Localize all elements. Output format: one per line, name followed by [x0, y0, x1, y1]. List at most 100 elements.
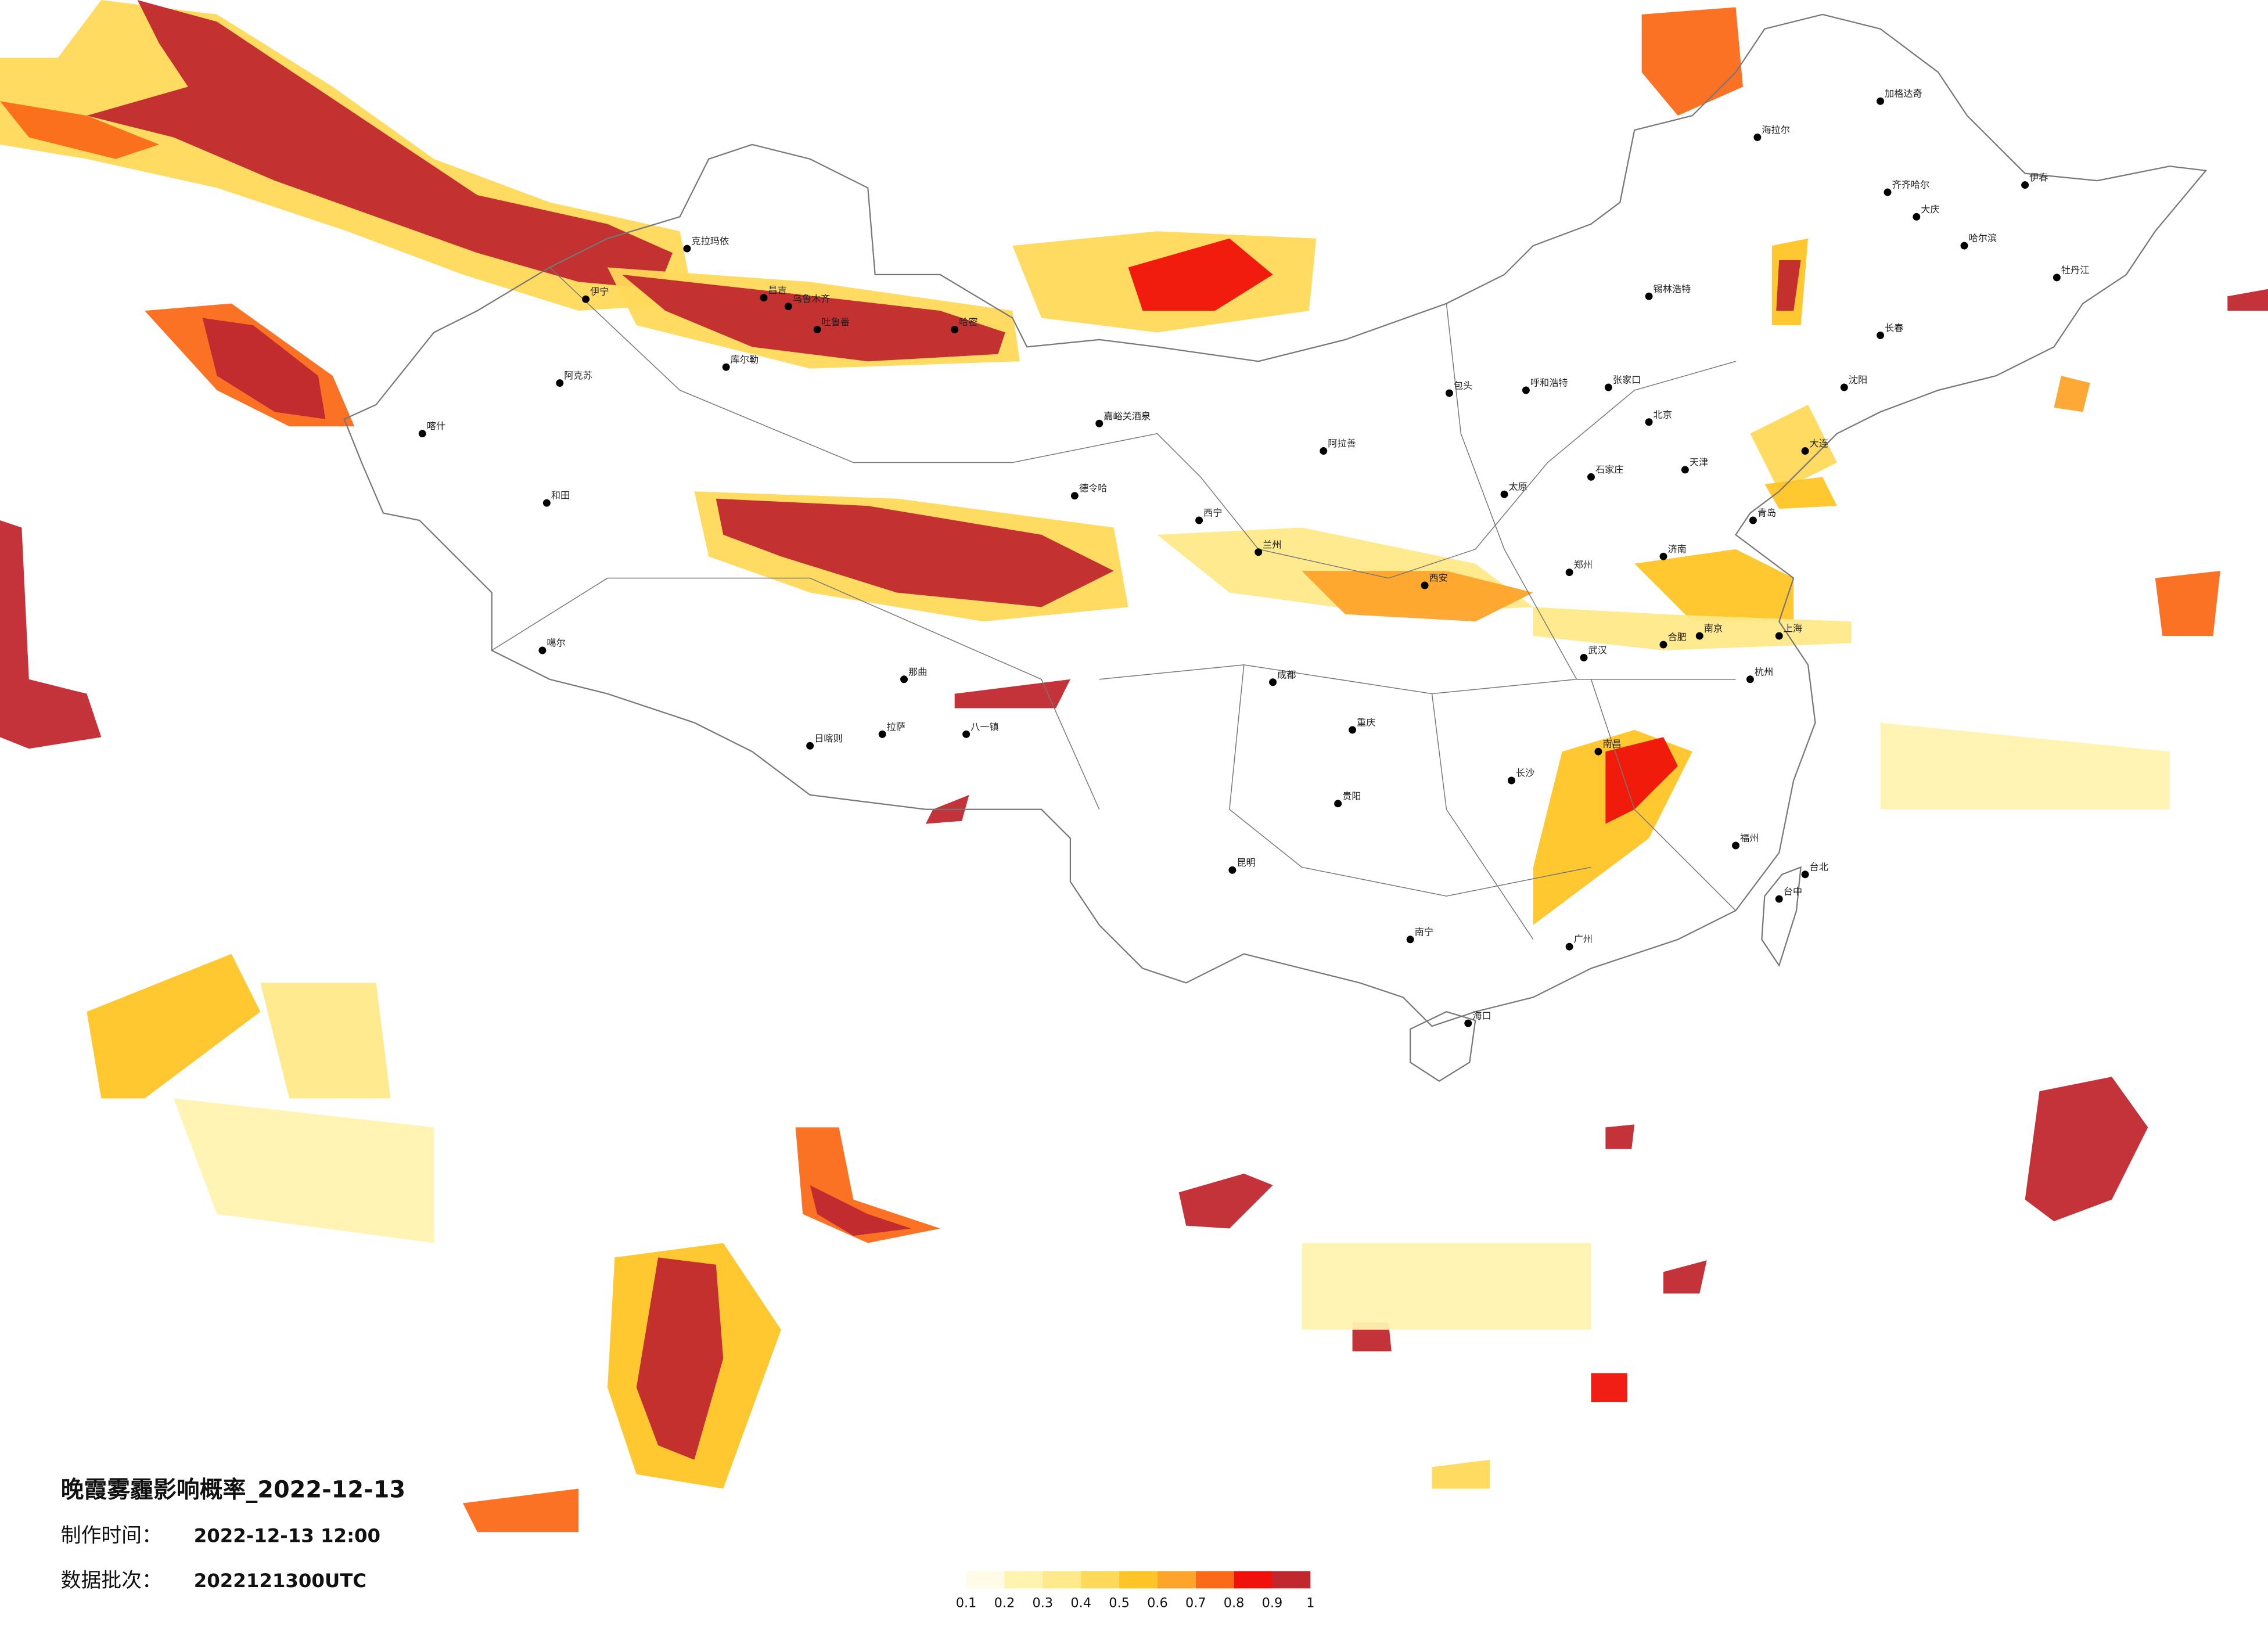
probability-patch [1432, 1459, 1490, 1489]
city-label: 拉萨 [887, 721, 905, 732]
city-dot [1877, 97, 1885, 105]
probability-patch [2025, 1077, 2148, 1222]
city-label: 西宁 [1203, 508, 1222, 519]
city-label: 广州 [1574, 934, 1593, 945]
city-label: 库尔勒 [731, 354, 759, 365]
city-dot [1255, 548, 1263, 556]
city-label: 西安 [1429, 573, 1448, 584]
city-dot [1464, 1019, 1472, 1027]
city-dot [1659, 552, 1667, 560]
city-dot [1775, 632, 1783, 640]
city-dot [1732, 841, 1739, 850]
city-label: 长春 [1885, 322, 1903, 333]
city-label: 和田 [551, 490, 570, 501]
city-label: 南宁 [1415, 926, 1433, 937]
probability-patch [1605, 1124, 1635, 1149]
probability-patch [1533, 607, 1852, 650]
probability-patch [260, 983, 391, 1099]
city-dot [784, 303, 792, 311]
city-label: 沈阳 [1849, 375, 1867, 386]
city-dot [1753, 133, 1762, 141]
city-label: 武汉 [1588, 645, 1606, 656]
probability-patch [1128, 238, 1273, 311]
city-dot [542, 499, 551, 507]
city-dot [900, 675, 908, 684]
legend-swatch [966, 1571, 1005, 1589]
legend-swatch [1157, 1571, 1196, 1589]
mainland-border [343, 13, 2208, 1027]
city-dot [878, 730, 886, 738]
probability-patch [1750, 404, 1837, 492]
production-time-label: 制作时间： [61, 1524, 162, 1548]
city-label: 包头 [1454, 380, 1472, 391]
probability-patch [0, 520, 102, 749]
city-dot [1070, 492, 1079, 500]
city-label: 吐鲁番 [822, 316, 850, 328]
taiwan [1761, 866, 1802, 967]
city-dot [1659, 641, 1667, 649]
city-dot [1522, 386, 1530, 394]
probability-patch [173, 1098, 434, 1243]
city-label: 青岛 [1757, 508, 1776, 519]
city-label: 兰州 [1263, 539, 1281, 550]
city-label: 哈密 [959, 316, 977, 328]
city-dot [683, 244, 691, 253]
country-outline [343, 13, 2208, 1082]
city-dot [1801, 870, 1809, 879]
legend-tick-label: 0.5 [1109, 1596, 1130, 1611]
city-dot [1095, 419, 1104, 427]
city-label: 伊宁 [590, 286, 609, 297]
city-dot [1884, 188, 1892, 196]
province-lines [491, 267, 1737, 940]
city-label: 昆明 [1237, 857, 1255, 868]
city-dot [1801, 447, 1809, 455]
city-dot [1406, 936, 1414, 944]
legend-tick-label: 0.1 [956, 1596, 977, 1611]
city-dot [1565, 942, 1573, 951]
probability-patch [716, 498, 1114, 607]
city-label: 海拉尔 [1762, 124, 1790, 135]
city-dot [1228, 866, 1237, 874]
city-label: 阿拉善 [1328, 438, 1356, 449]
city-dot [1508, 776, 1515, 785]
probability-patch [0, 101, 159, 159]
legend-swatch [1272, 1571, 1311, 1589]
probability-patch [1776, 260, 1801, 311]
city-label: 石家庄 [1595, 464, 1624, 475]
city-label: 哈尔滨 [1968, 233, 1997, 244]
probability-patch [636, 1257, 724, 1460]
city-label: 乌鲁木齐 [793, 293, 831, 304]
city-label: 成都 [1277, 669, 1296, 680]
city-label: 大庆 [1921, 204, 1939, 215]
probability-patch [2054, 376, 2090, 412]
city-label: 郑州 [1574, 559, 1593, 570]
city-dot [962, 730, 971, 738]
city-dot [951, 325, 959, 333]
batch-label: 数据批次： [61, 1569, 162, 1592]
legend-tick-label: 1 [1306, 1596, 1314, 1611]
city-dot [1604, 383, 1612, 391]
city-dot [582, 295, 590, 303]
city-dot [1587, 473, 1595, 481]
city-dot [418, 430, 426, 438]
city-label: 天津 [1690, 456, 1708, 467]
legend-swatch [1043, 1571, 1081, 1589]
probability-patch [1764, 477, 1837, 509]
city-dot [722, 363, 730, 371]
city-label: 嘉峪关酒泉 [1104, 411, 1151, 422]
probability-patch [1178, 1173, 1273, 1229]
city-dot [1445, 389, 1453, 397]
city-dot [1746, 675, 1754, 684]
probability-patch [1605, 737, 1678, 824]
city-label: 南昌 [1602, 739, 1621, 750]
city-dot [1645, 292, 1653, 300]
city-dot [1349, 726, 1357, 734]
city-label: 台北 [1810, 861, 1828, 872]
city-label: 重庆 [1357, 717, 1375, 728]
city-label: 克拉玛依 [691, 236, 729, 247]
city-dot [1913, 213, 1921, 221]
legend-tick-label: 0.7 [1185, 1596, 1206, 1611]
legend-swatch [1081, 1571, 1120, 1589]
probability-patch [462, 1488, 579, 1533]
city-label: 大连 [1810, 438, 1828, 449]
